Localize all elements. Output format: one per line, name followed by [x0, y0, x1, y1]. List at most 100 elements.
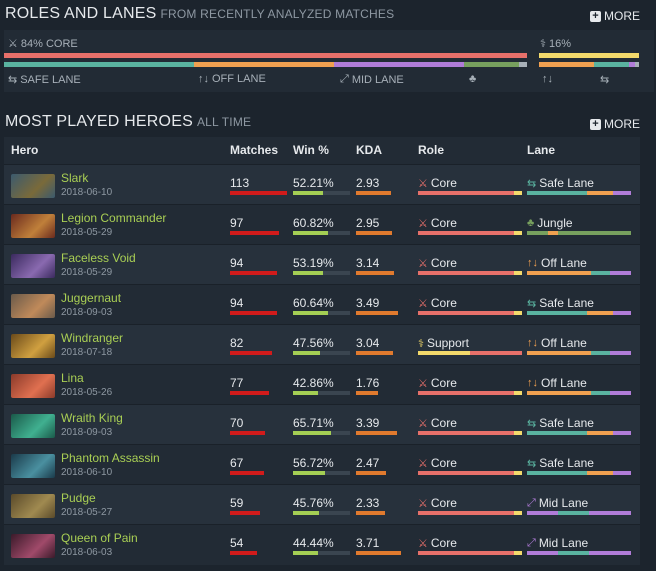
hero-name-link[interactable]: Windranger [61, 331, 124, 345]
table-row[interactable]: Wraith King 2018-09-03 70 65.71% 3.39 ⚔ C… [4, 404, 640, 444]
table-row[interactable]: Faceless Void 2018-05-29 94 53.19% 3.14 … [4, 244, 640, 284]
table-row[interactable]: Phantom Assassin 2018-06-10 67 56.72% 2.… [4, 444, 640, 484]
lane-cell: ⇆ Safe Lane [527, 176, 594, 190]
hero-avatar[interactable] [11, 334, 55, 358]
matches-value: 59 [230, 496, 244, 510]
win-rate-bar [293, 551, 350, 555]
table-row[interactable]: Slark 2018-06-10 113 52.21% 2.93 ⚔ Core ⇆… [4, 164, 640, 204]
lane-bar-segment [587, 431, 613, 435]
jungle-icon: ♣ [469, 73, 477, 85]
win-rate-value: 45.76% [293, 496, 334, 510]
win-rate-value: 47.56% [293, 336, 334, 350]
role-cell: ⚔ Core [418, 256, 457, 270]
core-lane-segment [194, 62, 334, 67]
hero-avatar[interactable] [11, 214, 55, 238]
hero-last-played: 2018-05-27 [61, 507, 113, 518]
plus-icon: + [590, 118, 601, 130]
core-icon: ⚔ [418, 257, 428, 270]
col-header-hero[interactable]: Hero [11, 143, 39, 157]
hero-last-played: 2018-06-10 [61, 187, 113, 198]
hero-avatar[interactable] [11, 374, 55, 398]
win-rate-bar [293, 511, 350, 515]
roles-section-header: ROLES AND LANES FROM RECENTLY ANALYZED MA… [0, 0, 656, 28]
role-cell: ⚔ Core [418, 416, 457, 430]
hero-name-link[interactable]: Faceless Void [61, 251, 136, 265]
col-header-kda[interactable]: KDA [356, 143, 382, 157]
table-row[interactable]: Queen of Pain 2018-06-03 54 44.44% 3.71 … [4, 524, 640, 564]
hero-avatar[interactable] [11, 454, 55, 478]
jungle-icon: ♣ [527, 217, 535, 229]
hero-name-link[interactable]: Queen of Pain [61, 531, 138, 545]
table-row[interactable]: Windranger 2018-07-18 82 47.56% 3.04 ⚕ Su… [4, 324, 640, 364]
lane-bar-segment [587, 311, 613, 315]
role-bar [418, 271, 522, 275]
win-rate-value: 42.86% [293, 376, 334, 390]
hero-last-played: 2018-05-26 [61, 387, 113, 398]
kda-value: 3.04 [356, 336, 380, 350]
lane-label-mid: ⤢ MID LANE [340, 73, 404, 86]
kda-bar [356, 431, 413, 435]
col-header-role[interactable]: Role [418, 143, 445, 157]
hero-avatar[interactable] [11, 254, 55, 278]
matches-bar [230, 431, 287, 435]
hero-name-link[interactable]: Slark [61, 171, 89, 185]
col-header-lane[interactable]: Lane [527, 143, 556, 157]
lane-bar-segment [610, 391, 631, 395]
role-cell: ⚔ Core [418, 296, 457, 310]
hero-last-played: 2018-05-29 [61, 227, 113, 238]
heroes-more-button[interactable]: + MORE [590, 117, 640, 131]
hero-avatar[interactable] [11, 414, 55, 438]
lane-label-off: ↑↓ OFF LANE [198, 73, 266, 85]
matches-bar [230, 511, 287, 515]
heroes-section-title: MOST PLAYED HEROES ALL TIME [5, 113, 252, 130]
kda-bar [356, 351, 413, 355]
matches-value: 54 [230, 536, 244, 550]
lane-bar-segment [589, 551, 631, 555]
lane-bar [527, 391, 631, 395]
role-bar [418, 311, 522, 315]
lane-label-safe: ⇆ SAFE LANE [8, 73, 81, 87]
hero-name-link[interactable]: Juggernaut [61, 291, 122, 305]
matches-bar [230, 471, 287, 475]
hero-avatar[interactable] [11, 534, 55, 558]
kda-bar [356, 271, 413, 275]
table-row[interactable]: Lina 2018-05-26 77 42.86% 1.76 ⚔ Core ↑↓ O… [4, 364, 640, 404]
table-row[interactable]: Juggernaut 2018-09-03 94 60.64% 3.49 ⚔ Co… [4, 284, 640, 324]
hero-name-link[interactable]: Wraith King [61, 411, 123, 425]
matches-bar [230, 231, 287, 235]
win-rate-bar [293, 471, 350, 475]
support-lane-segment [629, 62, 635, 67]
hero-avatar[interactable] [11, 174, 55, 198]
core-icon: ⚔ [418, 497, 428, 510]
lane-bar-segment [527, 471, 587, 475]
mid-lane-icon: ⤢ [340, 73, 349, 85]
hero-avatar[interactable] [11, 494, 55, 518]
hero-name-link[interactable]: Lina [61, 371, 84, 385]
lane-bar [527, 311, 631, 315]
heroes-section-subtitle: ALL TIME [196, 115, 252, 129]
roles-more-button[interactable]: + MORE [590, 9, 640, 23]
off-lane-icon: ↑↓ [527, 337, 538, 349]
matches-bar [230, 271, 287, 275]
table-row[interactable]: Legion Commander 2018-05-29 97 60.82% 2.… [4, 204, 640, 244]
win-rate-value: 60.64% [293, 296, 334, 310]
col-header-win[interactable]: Win % [293, 143, 329, 157]
lane-cell: ↑↓ Off Lane [527, 256, 587, 270]
core-lane-segment [334, 62, 464, 67]
lane-bar-segment [527, 391, 591, 395]
hero-name-link[interactable]: Legion Commander [61, 211, 167, 225]
table-row[interactable]: Pudge 2018-05-27 59 45.76% 2.33 ⚔ Core ⤢ M… [4, 484, 640, 524]
lane-bar-segment [613, 471, 631, 475]
role-cell: ⚔ Core [418, 176, 457, 190]
heroes-table: Hero Matches Win % KDA Role Lane Slark 2… [4, 137, 640, 565]
kda-value: 2.47 [356, 456, 380, 470]
kda-value: 2.33 [356, 496, 380, 510]
hero-name-link[interactable]: Phantom Assassin [61, 451, 160, 465]
col-header-matches[interactable]: Matches [230, 143, 279, 157]
lane-cell: ⤢ Mid Lane [527, 496, 589, 510]
win-rate-bar [293, 431, 350, 435]
hero-avatar[interactable] [11, 294, 55, 318]
hero-name-link[interactable]: Pudge [61, 491, 96, 505]
win-rate-bar [293, 271, 350, 275]
roles-section-title: ROLES AND LANES FROM RECENTLY ANALYZED MA… [5, 5, 395, 22]
